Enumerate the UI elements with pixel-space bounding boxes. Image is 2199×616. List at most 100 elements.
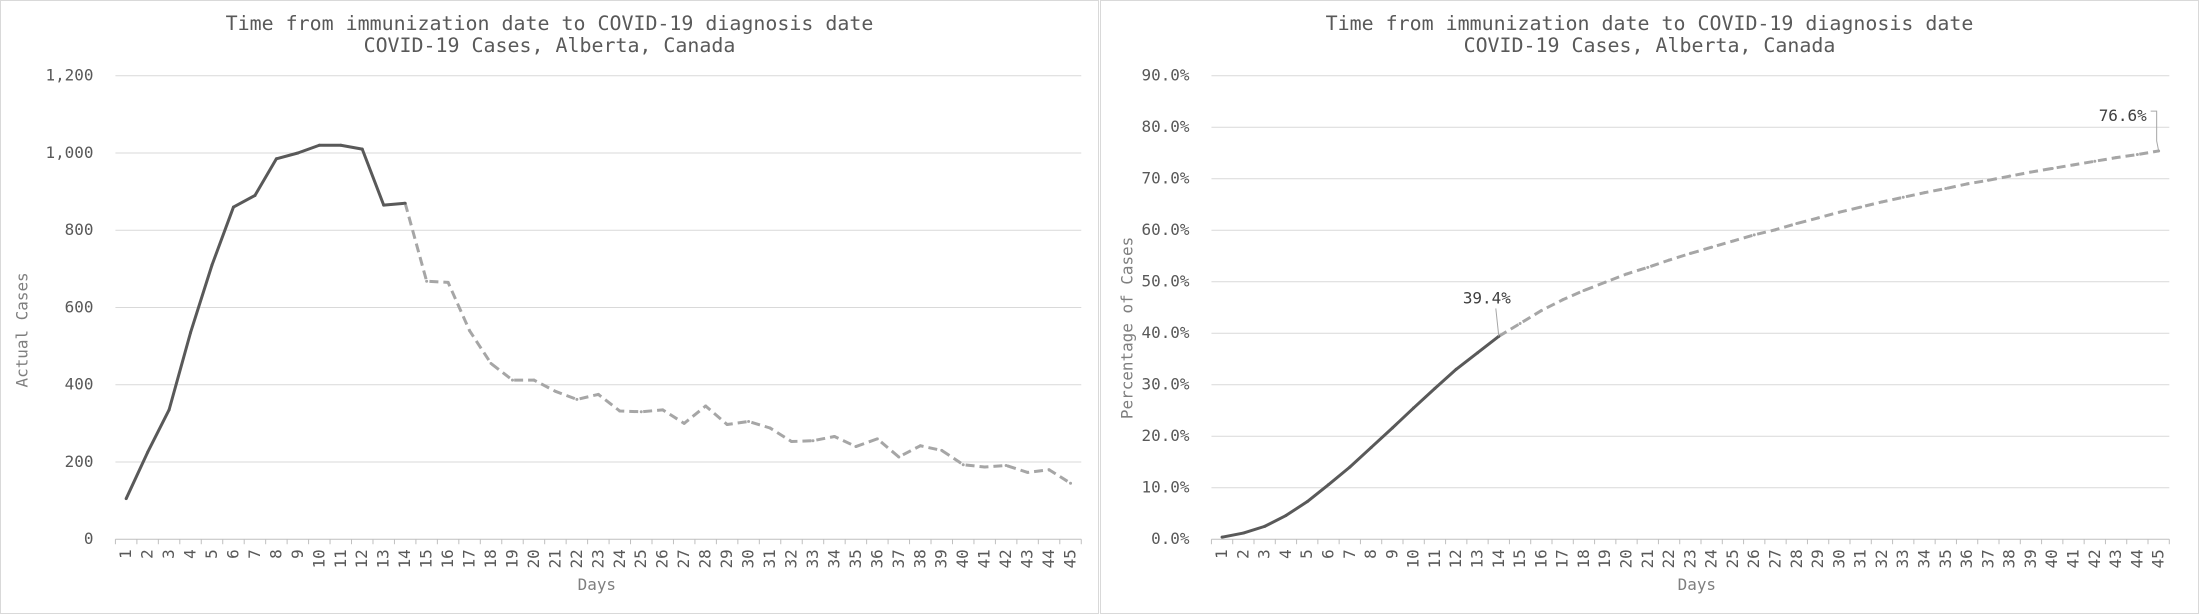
chart-subtitle: COVID-19 Cases, Alberta, Canada — [364, 34, 736, 57]
x-tick-label: 43 — [2106, 549, 2125, 568]
y-tick-label: 60.0% — [1142, 220, 1190, 239]
data-point — [725, 423, 729, 427]
x-tick-label: 26 — [653, 549, 672, 568]
x-tick-label: 3 — [1255, 549, 1274, 559]
data-point — [446, 280, 450, 284]
y-tick-label: 50.0% — [1142, 272, 1190, 291]
y-tick-label: 600 — [65, 297, 94, 316]
y-tick-label: 800 — [65, 220, 94, 239]
data-point — [553, 389, 557, 393]
x-tick-label: 29 — [1808, 549, 1827, 568]
data-point — [1859, 205, 1863, 209]
chart-panel-percentage: Time from immunization date to COVID-19 … — [1100, 0, 2199, 614]
data-point — [1518, 321, 1522, 325]
x-tick-label: 34 — [1914, 549, 1933, 568]
x-tick-label: 41 — [975, 549, 994, 568]
x-tick-label: 2 — [138, 549, 157, 559]
data-point — [1986, 178, 1990, 182]
x-tick-label: 18 — [1574, 549, 1593, 568]
y-axis-label: Actual Cases — [13, 272, 32, 387]
x-tick-label: 36 — [1957, 549, 1976, 568]
data-point — [961, 463, 965, 467]
data-point — [2050, 166, 2054, 170]
actual-cases-chart: Time from immunization date to COVID-19 … — [13, 12, 1082, 594]
x-tick-label: 38 — [2000, 549, 2019, 568]
x-tick-label: 29 — [717, 549, 736, 568]
data-point — [253, 193, 257, 197]
data-point — [1348, 465, 1352, 469]
data-point — [1390, 426, 1394, 430]
x-tick-label: 18 — [481, 549, 500, 568]
x-tick-label: 25 — [631, 549, 650, 568]
data-point — [1923, 191, 1927, 195]
data-point — [382, 203, 386, 207]
data-point — [1220, 535, 1224, 539]
x-tick-label: 13 — [1467, 549, 1486, 568]
data-point — [1026, 470, 1030, 474]
data-point — [2135, 153, 2139, 157]
x-tick-label: 6 — [1318, 549, 1337, 559]
x-tick-label: 12 — [352, 549, 371, 568]
y-tick-label: 1,200 — [46, 66, 94, 85]
y-tick-label: 0 — [84, 529, 94, 548]
data-point — [704, 404, 708, 408]
x-axis-label: Days — [578, 575, 616, 594]
data-point — [1795, 222, 1799, 226]
x-tick-label: 24 — [610, 549, 629, 568]
x-tick-label: 42 — [996, 549, 1015, 568]
data-point — [403, 201, 407, 205]
y-tick-label: 20.0% — [1142, 426, 1190, 445]
x-tick-label: 15 — [417, 549, 436, 568]
data-point — [210, 263, 214, 267]
x-tick-label: 2 — [1233, 549, 1252, 559]
data-point — [1752, 233, 1756, 237]
data-point — [1710, 245, 1714, 249]
data-point — [747, 419, 751, 423]
data-point — [1667, 258, 1671, 262]
data-point — [339, 143, 343, 147]
y-tick-label: 200 — [65, 452, 94, 471]
x-tick-label: 44 — [1039, 549, 1058, 568]
x-tick-label: 21 — [545, 549, 564, 568]
x-tick-label: 43 — [1018, 549, 1037, 568]
data-point — [1731, 239, 1735, 243]
x-tick-label: 4 — [181, 549, 200, 559]
data-point — [1069, 481, 1073, 485]
data-point — [854, 445, 858, 449]
x-tick-label: 22 — [1659, 549, 1678, 568]
x-tick-label: 1 — [116, 549, 135, 559]
data-point — [2093, 159, 2097, 163]
data-point — [639, 410, 643, 414]
data-point — [510, 378, 514, 382]
x-tick-label: 45 — [2149, 549, 2168, 568]
x-axis-label: Days — [1678, 575, 1716, 594]
data-point — [682, 421, 686, 425]
x-tick-label: 13 — [374, 549, 393, 568]
data-point — [360, 147, 364, 151]
y-tick-label: 1,000 — [46, 143, 94, 162]
x-tick-label: 44 — [2127, 549, 2146, 568]
data-point — [1539, 309, 1543, 313]
x-tick-label: 5 — [1297, 549, 1316, 559]
x-tick-label: 5 — [202, 549, 221, 559]
series-line-solid — [124, 143, 406, 500]
data-point — [940, 448, 944, 452]
data-point — [661, 408, 665, 412]
data-point — [1582, 289, 1586, 292]
series-line-dashed — [403, 202, 1072, 485]
chart-subtitle: COVID-19 Cases, Alberta, Canada — [1464, 34, 1836, 57]
data-point — [425, 279, 429, 283]
x-tick-label: 34 — [824, 549, 843, 568]
percentage-of-cases-chart: Time from immunization date to COVID-19 … — [1118, 12, 2170, 594]
data-point — [875, 437, 879, 441]
series-line-solid — [1221, 335, 1500, 539]
x-tick-label: 16 — [438, 549, 457, 568]
chart-panel-actual-cases: Time from immunization date to COVID-19 … — [0, 0, 1099, 614]
data-point — [811, 439, 815, 443]
x-tick-label: 19 — [1595, 549, 1614, 568]
x-tick-label: 45 — [1061, 549, 1080, 568]
x-tick-label: 40 — [2042, 549, 2061, 568]
x-tick-label: 6 — [223, 549, 242, 559]
annotation-label: 76.6% — [2099, 106, 2147, 125]
